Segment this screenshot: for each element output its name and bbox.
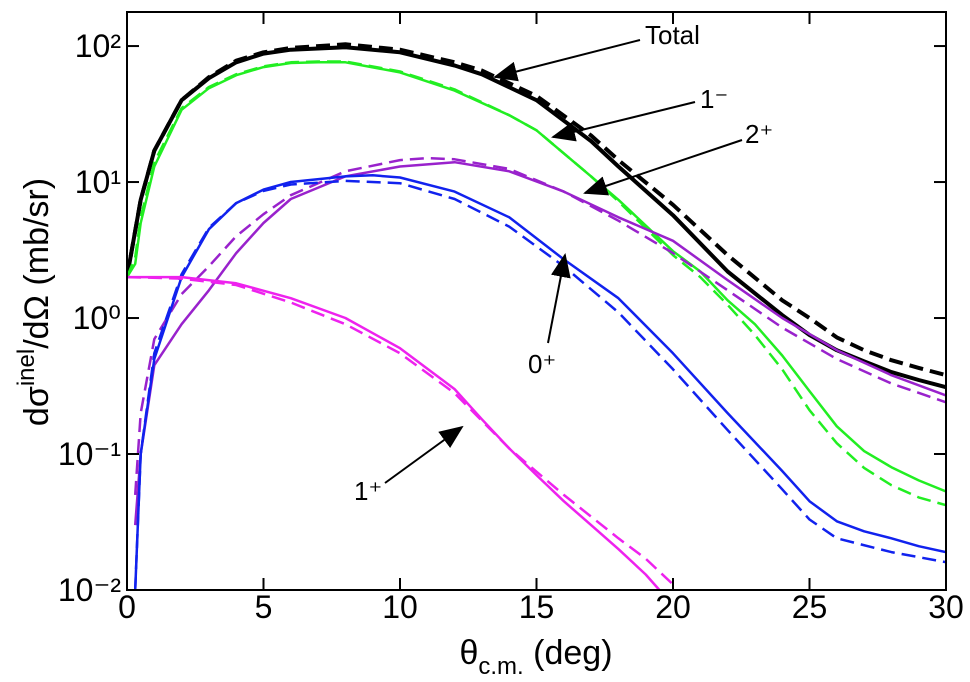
plot-lines — [127, 42, 946, 590]
arrow — [493, 39, 641, 82]
x-tick-label: 10 — [382, 589, 418, 625]
y-tick-label: 10⁻² — [58, 572, 121, 608]
y-tick-label: 10² — [75, 28, 122, 64]
x-tick-label: 20 — [655, 589, 691, 625]
x-axis-label: θc.m. (deg) — [459, 634, 612, 680]
x-tick-label: 30 — [928, 589, 964, 625]
x-tick-label: 15 — [519, 589, 555, 625]
arrow — [384, 425, 464, 484]
annotation: 1⁺ — [354, 476, 382, 506]
x-tick-label: 5 — [255, 589, 273, 625]
x-label-sub: c.m. — [478, 653, 523, 680]
annotation: 1⁻ — [700, 84, 728, 114]
y-label-pre: dσ — [18, 386, 56, 426]
data-line — [133, 179, 946, 590]
annotation-arrows — [384, 39, 743, 484]
x-tick-label: 0 — [118, 589, 136, 625]
y-axis-label: dσinel/dΩ (mb/sr) — [13, 178, 56, 426]
y-label-post: /dΩ (mb/sr) — [18, 178, 56, 349]
x-tick-label: 25 — [792, 589, 828, 625]
data-line — [133, 156, 946, 495]
data-line — [127, 42, 946, 378]
y-tick-label: 10¹ — [75, 164, 121, 200]
data-line — [127, 60, 946, 507]
y-label-sup: inel — [13, 349, 40, 386]
annotation: 0⁺ — [528, 349, 556, 379]
data-line — [127, 45, 946, 390]
y-tick-label: 10⁻¹ — [58, 436, 121, 472]
x-label-rest: (deg) — [524, 634, 613, 672]
data-line — [127, 275, 661, 590]
arrow — [551, 101, 696, 142]
annotation: Total — [645, 20, 700, 50]
arrow — [547, 253, 571, 344]
x-label-main: θ — [459, 634, 478, 672]
annotation: 2⁺ — [745, 119, 773, 149]
data-line — [127, 275, 674, 586]
data-line — [133, 174, 946, 590]
arrow — [583, 139, 743, 196]
data-line — [133, 160, 946, 526]
y-tick-label: 10⁰ — [73, 300, 121, 336]
